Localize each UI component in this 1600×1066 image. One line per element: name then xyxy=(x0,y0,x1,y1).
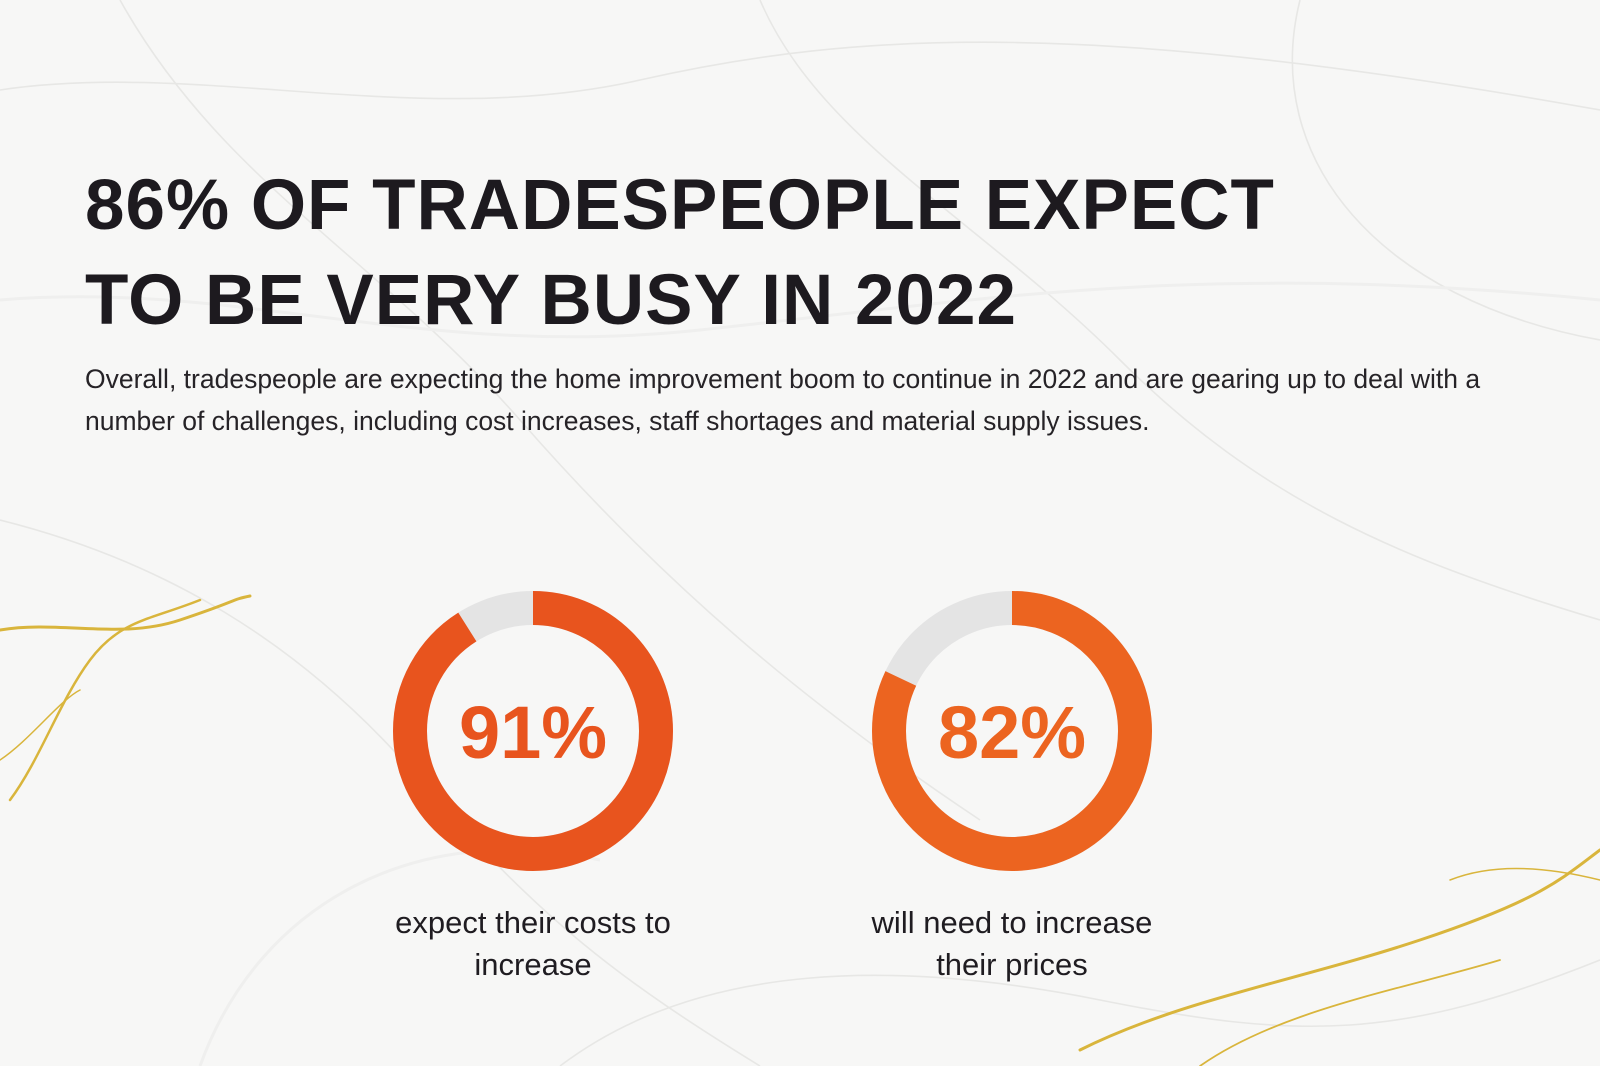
caption-line-2: their prices xyxy=(936,947,1088,982)
donut-value-arc xyxy=(872,591,1152,871)
donut-center-label: 82% xyxy=(938,691,1086,774)
stat-prices: 82% will need to increase their prices xyxy=(802,586,1222,986)
stat-caption: expect their costs to increase xyxy=(323,902,743,986)
donut-center-label: 91% xyxy=(459,691,607,774)
caption-line-1: expect their costs to xyxy=(395,905,671,940)
caption-line-2: increase xyxy=(474,947,592,982)
stat-costs: 91% expect their costs to increase xyxy=(323,586,743,986)
caption-line-1: will need to increase xyxy=(871,905,1153,940)
headline-line-1: 86% OF TRADESPEOPLE EXPECT xyxy=(85,166,1275,245)
donut-value-arc xyxy=(393,591,673,871)
stat-caption: will need to increase their prices xyxy=(802,902,1222,986)
donut-chart-prices: 82% xyxy=(872,591,1152,871)
headline-line-2: TO BE VERY BUSY IN 2022 xyxy=(85,261,1017,340)
donut-chart-costs: 91% xyxy=(393,591,673,871)
headline: 86% OF TRADESPEOPLE EXPECT TO BE VERY BU… xyxy=(85,158,1505,348)
intro-paragraph: Overall, tradespeople are expecting the … xyxy=(85,364,1481,436)
